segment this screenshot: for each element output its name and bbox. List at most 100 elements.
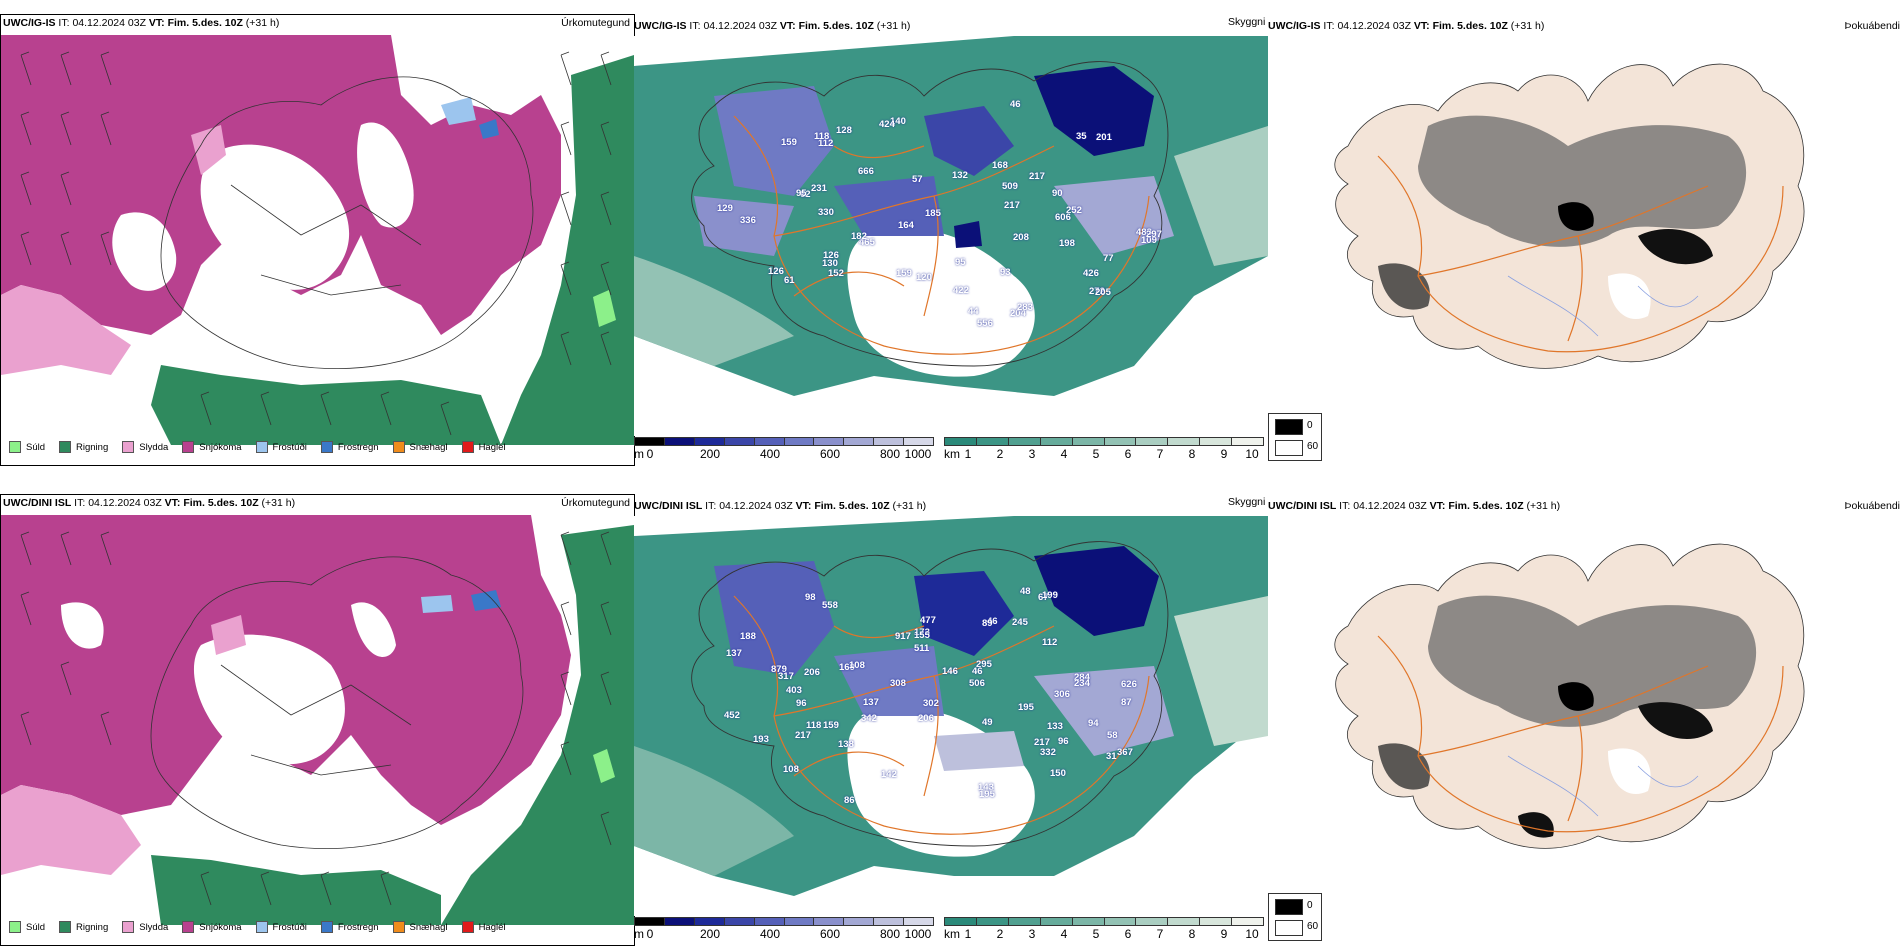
ceiling-tick: 1000	[904, 447, 932, 461]
ceiling-value-label: 95	[796, 188, 807, 199]
legend-item-frost-drizzle: Frostúði	[255, 441, 307, 453]
legend-label: Rigning	[76, 441, 109, 453]
ceiling-value-label: 46	[972, 666, 983, 677]
visibility-colorbar-cells	[944, 917, 1264, 926]
legend-label: Frostregn	[337, 441, 379, 453]
visibility-tick: 4	[1060, 927, 1068, 941]
legend-item-frost-drizzle: Frostúði	[255, 921, 307, 933]
vt-value: Fim. 5.des. 10Z	[167, 17, 243, 29]
ceiling-value-label: 133	[1047, 721, 1063, 732]
fog-swatch-dark	[1275, 899, 1303, 915]
it-label: IT:	[705, 500, 717, 512]
ceiling-value-label: 89	[982, 618, 993, 629]
visibility-tick: 9	[1220, 447, 1228, 461]
visibility-tick: 3	[1028, 927, 1036, 941]
fog-clear	[1608, 748, 1651, 795]
ceiling-value-label: 231	[811, 183, 827, 194]
ceiling-value-label: 146	[942, 666, 958, 677]
ceiling-value-label: 129	[717, 203, 733, 214]
legend-item-snow: Snjókoma	[182, 921, 242, 933]
swatch	[182, 441, 195, 453]
ceiling-value-label: 150	[1050, 768, 1066, 779]
ceiling-value-label: 57	[912, 174, 923, 185]
visibility-unit: km	[944, 447, 960, 461]
fog-tick: 0	[1307, 900, 1313, 911]
ceiling-value-label: 302	[923, 698, 939, 709]
ceiling-value-label: 130	[822, 258, 838, 269]
frost-drizzle-area	[441, 97, 476, 125]
sleet-area	[1, 785, 141, 875]
dry-area-3	[112, 212, 177, 291]
precip-type-panel-row2: UWC/DINI ISL IT: 04.12.2024 03Z VT: Fim.…	[0, 494, 635, 946]
fog-map	[1308, 516, 1898, 916]
ceiling-value-label: 142	[881, 769, 897, 780]
swatch	[320, 921, 333, 933]
product-title: Þokuábendi	[1844, 500, 1900, 512]
ceiling-value-label: 35	[1076, 131, 1087, 142]
it-value: 04.12.2024 03Z	[719, 500, 793, 512]
ceiling-value-label: 152	[828, 268, 844, 279]
vt-label: VT:	[1413, 20, 1430, 32]
ceiling-value-label: 128	[836, 125, 852, 136]
ceiling-tick: 200	[699, 447, 721, 461]
ceiling-value-label: 168	[992, 160, 1008, 171]
fog-dense	[1428, 595, 1757, 727]
lead-time: (+31 h)	[1510, 20, 1545, 32]
clear-interior	[847, 228, 1035, 377]
ceiling-value-label: 182	[851, 231, 867, 242]
fog-legend: 0 60	[1268, 413, 1322, 461]
lead-time: (+31 h)	[245, 17, 280, 29]
model-name: UWC/DINI ISL	[634, 500, 703, 512]
it-label: IT:	[1323, 20, 1335, 32]
ceiling-value-label: 217	[795, 730, 811, 741]
visibility-colorbar: km 1 2 3 4 5 6 7 8 9 10	[944, 917, 1264, 941]
low-ceiling-west-2	[694, 196, 794, 256]
ceiling-value-label: 424	[879, 119, 895, 130]
ceiling-value-label: 58	[1107, 730, 1118, 741]
ceiling-value-label: 626	[1121, 679, 1137, 690]
legend-label: Snjókoma	[199, 921, 242, 933]
ceiling-value-label: 272	[1089, 286, 1105, 297]
precip-map-svg	[1, 515, 634, 925]
visibility-tick: 8	[1188, 447, 1196, 461]
it-label: IT:	[1339, 500, 1351, 512]
frost-drizzle-area	[421, 595, 453, 613]
visibility-tick: 3	[1028, 447, 1036, 461]
low-ceiling-mid	[834, 176, 944, 236]
ceiling-map-svg	[634, 36, 1268, 436]
ceiling-value-label: 96	[796, 698, 807, 709]
ceiling-value-label: 284	[1074, 672, 1090, 683]
panel-header: UWC/IG-IS IT: 04.12.2024 03Z VT: Fim. 5.…	[634, 20, 910, 32]
ceiling-unit: m	[634, 927, 644, 941]
ceiling-value-label: 46	[1010, 99, 1021, 110]
precip-legend: Súld Rigning Slydda Snjókoma Frostúði Fr…	[9, 441, 520, 453]
rivers	[1507, 275, 1699, 337]
swatch	[9, 441, 21, 453]
fog-swatch-light	[1275, 920, 1303, 936]
ceiling-value-label: 98	[805, 592, 816, 603]
ceiling-value-label: 295	[976, 659, 992, 670]
ceiling-value-label: 477	[920, 615, 936, 626]
ceiling-value-label: 143	[978, 782, 994, 793]
vt-value: Fim. 5.des. 10Z	[183, 497, 259, 509]
ceiling-map: 201 198 509 152 666 272 465 330 426 159 483 204 182 2…	[634, 36, 1268, 436]
ceiling-value-label: 48	[1020, 586, 1031, 597]
swatch	[122, 921, 135, 933]
legend-item-snow: Snjókoma	[182, 441, 242, 453]
visibility-tick: 5	[1092, 447, 1100, 461]
ceiling-value-label: 483	[1136, 227, 1152, 238]
drizzle-area	[593, 290, 616, 327]
ceiling-value-label: 169	[839, 662, 855, 673]
coastline	[150, 556, 524, 849]
low-ceiling-mid	[834, 646, 944, 716]
ceiling-value-label: 283	[1017, 302, 1033, 313]
lead-time: (+31 h)	[261, 497, 296, 509]
ceiling-value-label: 245	[1012, 617, 1028, 628]
coastline	[691, 61, 1169, 367]
ceiling-value-label: 61	[784, 275, 795, 286]
ceiling-value-label: 317	[778, 671, 794, 682]
vt-value: Fim. 5.des. 10Z	[1448, 500, 1524, 512]
ceiling-value-label: 67	[1038, 592, 1049, 603]
ceiling-value-label: 217	[1004, 200, 1020, 211]
panel-header: UWC/DINI ISL IT: 04.12.2024 03Z VT: Fim.…	[634, 500, 926, 512]
